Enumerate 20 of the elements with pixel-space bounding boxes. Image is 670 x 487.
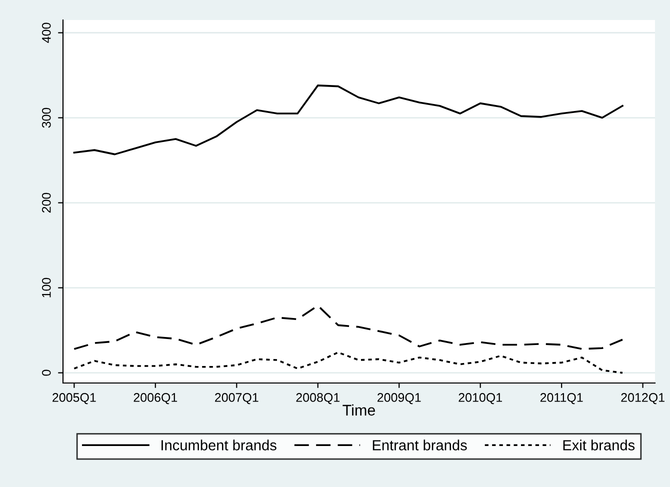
y-tick-label: 300 xyxy=(42,108,51,128)
x-tick-label: 2009Q1 xyxy=(378,393,421,404)
x-tick-label: 2012Q1 xyxy=(621,393,664,404)
x-tick-label: 2007Q1 xyxy=(215,393,258,404)
x-axis-title: Time xyxy=(342,404,376,416)
line-series xyxy=(73,351,624,374)
x-tick-label: 2006Q1 xyxy=(134,393,178,404)
y-tick-label: 400 xyxy=(42,22,51,43)
line-series xyxy=(73,304,624,350)
line-series xyxy=(73,84,624,156)
x-tick-label: 2011Q1 xyxy=(540,393,583,404)
y-tick-label: 0 xyxy=(42,370,51,376)
legend-label: Exit brands xyxy=(563,440,635,450)
x-tick-label: 2005Q1 xyxy=(52,393,96,404)
y-tick-label: 100 xyxy=(42,278,51,298)
y-tick-label: 200 xyxy=(42,192,51,213)
legend-label: Incumbent brands xyxy=(162,440,276,450)
x-tick-label: 2008Q1 xyxy=(296,393,340,404)
x-tick-label: 2010Q1 xyxy=(458,393,502,404)
legend-label: Entrant brands xyxy=(372,440,467,450)
